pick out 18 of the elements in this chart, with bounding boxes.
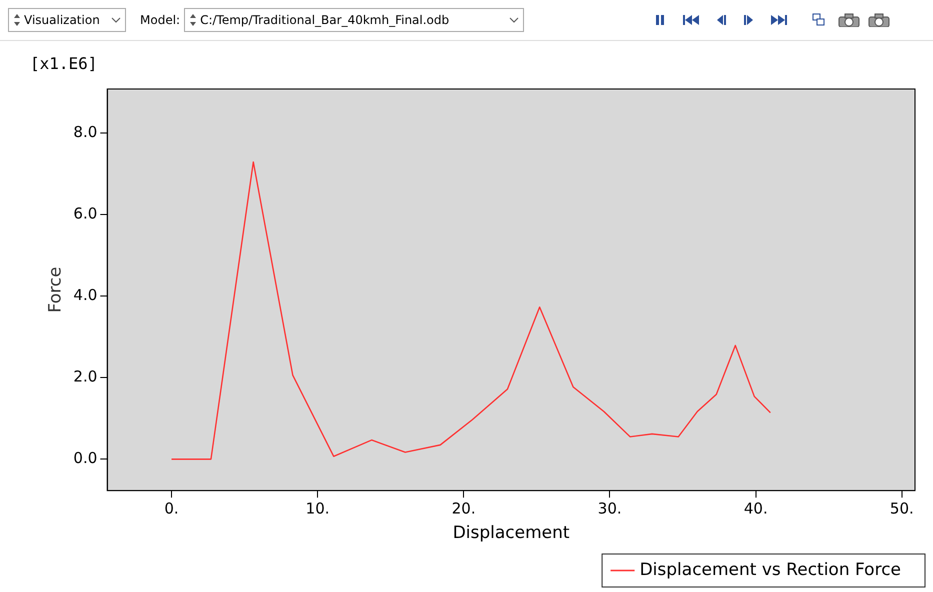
x-tick-label: 20.: [452, 499, 476, 518]
x-tick-label: 30.: [598, 499, 622, 518]
text: Model:: [140, 13, 180, 27]
y-tick-label: 8.0: [73, 122, 98, 141]
x-axis-title: Displacement: [452, 523, 570, 544]
text: C:/Temp/Traditional_Bar_40kmh_Final.odb: [200, 13, 450, 27]
y-tick-label: 6.0: [73, 204, 98, 222]
x-tick-label: 0.: [164, 499, 179, 518]
x-tick-label: 10.: [306, 499, 330, 518]
y-tick-label: 4.0: [73, 286, 98, 304]
text: Visualization: [24, 13, 101, 27]
y-tick-label: 0.0: [73, 449, 98, 468]
x-tick-label: 40.: [744, 499, 768, 518]
y-axis-title: Force: [46, 266, 66, 313]
legend-label: Displacement vs Rection Force: [640, 560, 902, 580]
x-tick-label: 50.: [890, 499, 914, 518]
y-tick-label: 2.0: [73, 368, 98, 386]
text: [x1.E6]: [30, 54, 98, 74]
